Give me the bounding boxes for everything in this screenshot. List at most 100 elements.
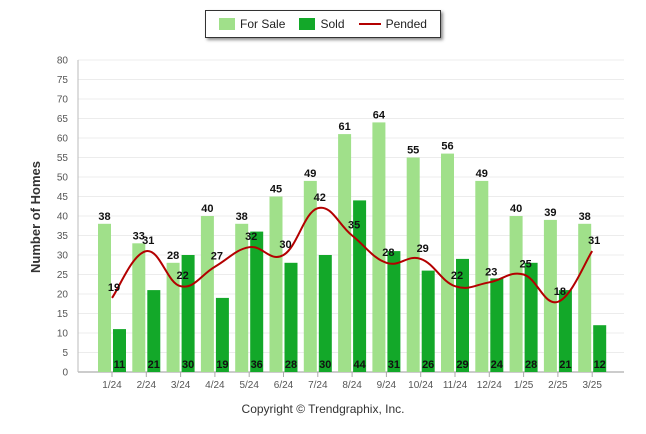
data-label-for-sale: 49 <box>304 168 316 180</box>
data-label-sold: 21 <box>559 359 571 371</box>
bar-sold <box>353 200 367 372</box>
bar-sold <box>284 262 298 372</box>
y-tick-label: 55 <box>57 153 69 164</box>
x-tick-label: 3/24 <box>171 380 191 391</box>
y-tick-label: 15 <box>57 309 69 320</box>
legend-item-sold[interactable]: Sold <box>299 17 345 31</box>
data-label-sold: 21 <box>148 359 160 371</box>
data-label-sold: 30 <box>319 359 331 371</box>
bar-for-sale <box>200 216 214 372</box>
bar-for-sale <box>372 122 386 373</box>
legend-item-pended[interactable]: Pended <box>358 17 427 31</box>
bar-for-sale <box>475 180 489 372</box>
legend-label-sold: Sold <box>320 17 345 31</box>
data-label-pended: 31 <box>142 235 154 247</box>
y-axis-title: Number of Homes <box>28 161 43 273</box>
x-tick-label: 5/24 <box>239 380 259 391</box>
y-tick-label: 75 <box>57 75 69 86</box>
bar-for-sale <box>441 153 454 372</box>
legend-swatch-sold <box>299 18 316 30</box>
data-label-sold: 29 <box>456 359 468 371</box>
y-tick-label: 65 <box>57 114 69 125</box>
y-tick-label: 50 <box>57 173 69 184</box>
bar-sold <box>421 270 435 372</box>
x-tick-label: 1/24 <box>102 380 122 391</box>
line-series <box>111 206 594 304</box>
data-label-sold: 12 <box>594 359 606 371</box>
data-label-pended: 22 <box>176 270 188 282</box>
bar-for-sale <box>509 216 523 372</box>
bar-sold <box>113 329 126 372</box>
data-label-for-sale: 40 <box>201 203 213 215</box>
copyright-credit: Copyright © Trendgraphix, Inc. <box>241 402 405 416</box>
x-tick-label: 3/25 <box>582 380 602 391</box>
legend-item-for-sale[interactable]: For Sale <box>219 17 285 31</box>
data-label-sold: 36 <box>251 359 263 371</box>
data-label-for-sale: 61 <box>338 121 350 133</box>
x-tick-label: 2/24 <box>137 380 157 391</box>
bar-for-sale <box>578 223 592 372</box>
data-label-pended: 19 <box>108 282 120 294</box>
legend-swatch-pended <box>358 23 381 25</box>
data-label-sold: 19 <box>216 359 228 371</box>
data-label-pended: 31 <box>588 235 600 247</box>
data-label-for-sale: 45 <box>270 184 282 196</box>
legend-label-pended: Pended <box>385 17 427 31</box>
data-label-sold: 26 <box>422 359 434 371</box>
bar-for-sale <box>98 223 111 372</box>
data-label-for-sale: 38 <box>98 211 110 223</box>
data-label-pended: 27 <box>211 251 223 263</box>
axes: 0 5 10 15 20 25 30 35 40 45 50 55 60 65 70 75 80 1/24 2/24… <box>57 56 602 392</box>
x-tick-label: 7/24 <box>308 380 328 391</box>
bar-sold <box>558 290 572 372</box>
bar-series <box>98 122 607 373</box>
data-label-for-sale: 38 <box>579 211 591 223</box>
data-label-for-sale: 49 <box>476 168 488 180</box>
data-label-for-sale: 39 <box>544 207 556 219</box>
y-tick-label: 25 <box>57 270 69 281</box>
y-tick-label: 40 <box>57 212 69 223</box>
data-label-pended: 18 <box>554 286 566 298</box>
data-label-pended: 42 <box>314 192 326 204</box>
data-label-for-sale: 33 <box>133 230 145 242</box>
y-tick-label: 70 <box>57 95 69 106</box>
y-tick-label: 80 <box>57 56 69 67</box>
y-tick-label: 0 <box>62 368 68 379</box>
data-label-sold: 31 <box>388 359 400 371</box>
x-tick-label: 9/24 <box>377 380 397 391</box>
data-label-pended: 23 <box>485 266 497 278</box>
data-label-pended: 35 <box>348 220 360 232</box>
bar-for-sale <box>303 180 317 372</box>
data-label-pended: 30 <box>279 239 291 251</box>
x-tick-label: 12/24 <box>477 380 502 391</box>
bar-for-sale <box>543 219 557 372</box>
bar-sold <box>215 297 229 372</box>
data-label-pended: 29 <box>417 243 429 255</box>
data-label-sold: 30 <box>182 359 194 371</box>
bar-for-sale <box>132 243 146 372</box>
x-tick-label: 11/24 <box>443 380 468 391</box>
data-labels: 38 11 33 21 28 30 40 19 38 36 45 28 49 30 61 44 64 31 55 26… <box>98 109 605 371</box>
bar-sold <box>593 325 607 372</box>
bar-sold <box>147 290 161 372</box>
bar-for-sale <box>406 157 420 372</box>
bar-for-sale <box>166 262 180 372</box>
bar-for-sale <box>235 223 249 372</box>
x-tick-label: 10/24 <box>408 380 433 391</box>
data-label-pended: 22 <box>451 270 463 282</box>
data-label-sold: 24 <box>491 359 504 371</box>
x-tick-label: 6/24 <box>274 380 294 391</box>
legend-label-for-sale: For Sale <box>240 17 286 31</box>
data-label-sold: 44 <box>353 359 366 371</box>
data-label-for-sale: 64 <box>373 109 386 121</box>
data-label-sold: 11 <box>114 359 126 371</box>
data-label-pended: 28 <box>382 247 394 259</box>
bar-for-sale <box>269 196 283 372</box>
y-tick-label: 10 <box>57 329 69 340</box>
data-label-sold: 28 <box>285 359 297 371</box>
y-tick-label: 45 <box>57 192 69 203</box>
data-label-for-sale: 28 <box>167 250 179 262</box>
legend-swatch-for-sale <box>219 18 236 30</box>
